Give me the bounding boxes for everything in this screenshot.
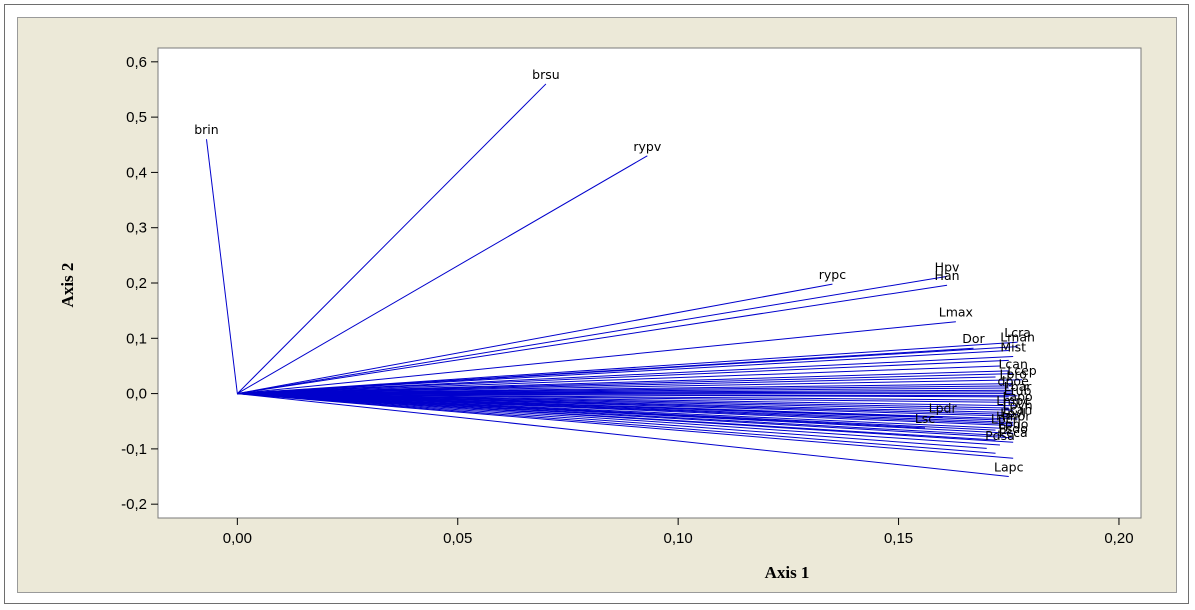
x-tick-label: 0,20: [1104, 530, 1133, 547]
y-tick-label: 0,4: [126, 164, 147, 181]
vector-line-pdsa: [237, 393, 1000, 446]
vector-line-dor: [237, 347, 974, 395]
vector-line-unlabeled: [237, 349, 1009, 395]
vector-label: Lsc: [915, 411, 935, 426]
y-tick-label: 0,3: [126, 220, 147, 237]
vector-label: Psdo: [998, 421, 1027, 436]
vector-label: Hpv: [935, 259, 960, 274]
vector-line-unlabeled: [237, 365, 1000, 395]
y-axis: 0,6 0,5 0,4 0,3 0,2 0,1 0,0 -0,1 -0,2: [121, 54, 158, 513]
vector-label: Lpvh: [1002, 398, 1032, 413]
vector-label: Lcan: [998, 357, 1027, 372]
vector-label: Lmpc: [996, 393, 1030, 408]
vector-line-unlabeled: [237, 393, 987, 449]
vector-line-lcra: [237, 341, 1018, 395]
vector-label: Lpvl: [1000, 405, 1026, 420]
vector-label: Lapo: [1002, 389, 1032, 404]
x-tick-label: 0,05: [443, 530, 472, 547]
vector-line-rypv: [237, 155, 648, 395]
vector-label: Ltub: [1004, 383, 1032, 398]
vector-line-psdo: [237, 393, 1014, 439]
vector-label: brsu: [532, 67, 560, 82]
vector-line-ltub: [237, 393, 1018, 401]
vector-line-brin: [205, 139, 238, 394]
vector-line-han: [237, 284, 948, 395]
vector-label: Dor: [962, 331, 985, 346]
y-tick-label: 0,6: [126, 54, 147, 71]
vector-line-lpdo: [237, 393, 1014, 434]
vector-label: rypv: [633, 139, 661, 154]
vector-lines: [205, 83, 1022, 478]
vector-label: Hmor: [996, 409, 1031, 424]
vector-label: Lcra: [1004, 325, 1031, 340]
vector-line-lpvh: [237, 393, 1018, 416]
vector-label: Lpcr: [991, 411, 1019, 426]
vector-label: Lman: [1000, 330, 1035, 345]
vector-label: Lbar: [1004, 379, 1033, 394]
vector-line-mist: [237, 356, 1014, 395]
vector-label: Lcep: [1007, 363, 1037, 378]
vector-label: Lmax: [939, 305, 973, 320]
y-tick-label: 0,2: [126, 275, 147, 292]
vector-line-lapc: [237, 393, 1009, 478]
vector-label: dpoe: [998, 373, 1030, 388]
vector-label: Pcca: [999, 425, 1028, 440]
vector-line-unlabeled: [237, 393, 1014, 459]
vector-line-lcan: [237, 373, 1014, 395]
vector-label: Pdsa: [985, 428, 1015, 443]
vector-line-unlabeled: [237, 393, 996, 454]
vector-line-lmax: [237, 321, 956, 395]
vector-line-hmor: [237, 393, 1014, 427]
vector-line-brsu: [236, 83, 547, 394]
x-axis-title: Axis 1: [765, 563, 810, 582]
vector-line-lapo: [237, 393, 1018, 407]
vector-label: Han: [935, 268, 960, 283]
vector-label: brin: [194, 122, 218, 137]
vector-label: rypc: [819, 267, 846, 282]
vector-label: Mist: [1000, 340, 1026, 355]
vector-line-lbar: [237, 393, 1018, 397]
vector-label: Lpdo: [998, 416, 1028, 431]
vector-line-lpro: [237, 383, 1014, 395]
x-tick-label: 0,15: [884, 530, 913, 547]
vector-label: Lpdr: [929, 400, 958, 415]
plot-area: [157, 47, 1142, 519]
vector-label: Lcah: [1003, 402, 1032, 417]
y-axis-title: Axis 2: [58, 263, 77, 308]
x-axis: 0,00 0,05 0,10 0,15 0,20: [223, 518, 1134, 547]
x-tick-label: 0,10: [664, 530, 693, 547]
y-tick-label: 0,1: [126, 330, 147, 347]
vector-label: Lpro: [999, 367, 1026, 382]
vector-line-lpvl: [237, 393, 1014, 423]
y-tick-label: 0,5: [126, 109, 147, 126]
y-tick-label: -0,1: [121, 441, 147, 458]
y-tick-label: -0,2: [121, 496, 147, 513]
vector-line-rypc: [237, 283, 833, 395]
vector-line-lmpc: [237, 393, 1014, 411]
vector-label: Lapc: [994, 460, 1024, 475]
vector-line-hpv: [237, 275, 948, 395]
vector-line-lpcr: [237, 393, 1005, 429]
vector-line-lcep: [237, 379, 1022, 395]
vector-line-pcca: [237, 393, 1014, 443]
vector-line-unlabeled: [237, 359, 1009, 395]
y-tick-label: 0,0: [126, 386, 147, 403]
vector-line-dpoe: [237, 389, 1014, 395]
x-tick-label: 0,00: [223, 530, 252, 547]
